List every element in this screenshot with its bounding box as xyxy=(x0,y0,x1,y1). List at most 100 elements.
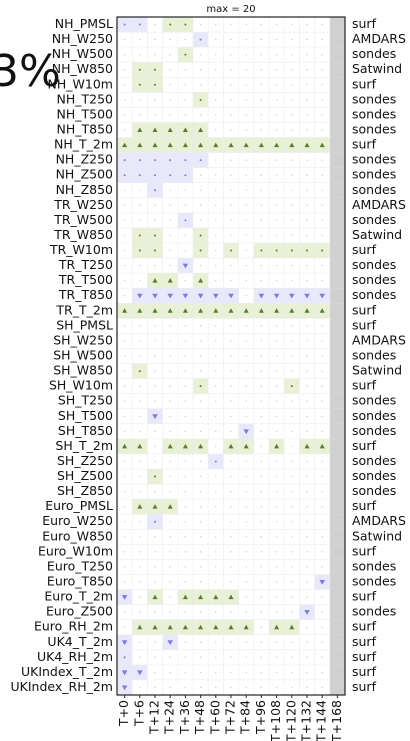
neutral-dot xyxy=(169,204,171,207)
neutral-dot xyxy=(123,84,126,86)
neutral-dot xyxy=(184,114,187,116)
small-dot xyxy=(123,656,126,659)
neutral-dot xyxy=(306,671,308,674)
up-triangle xyxy=(274,308,280,313)
neutral-dot xyxy=(169,415,171,417)
row-label: Euro_W850 xyxy=(42,528,113,543)
neutral-dot xyxy=(321,279,323,282)
neutral-dot xyxy=(321,23,323,26)
neutral-dot xyxy=(154,400,156,402)
neutral-dot xyxy=(215,219,217,222)
source-label: surf xyxy=(352,543,377,558)
neutral-dot xyxy=(154,355,156,357)
neutral-dot xyxy=(260,279,263,282)
source-label: sondes xyxy=(352,483,396,498)
neutral-dot xyxy=(306,84,308,86)
small-dot xyxy=(199,385,202,388)
neutral-dot xyxy=(199,204,202,207)
missing-cell xyxy=(329,604,345,620)
source-label: surf xyxy=(352,438,377,453)
up-triangle xyxy=(122,308,128,313)
neutral-dot xyxy=(123,415,126,417)
neutral-dot xyxy=(215,23,217,26)
neutral-dot xyxy=(199,460,202,463)
neutral-dot xyxy=(275,129,278,131)
neutral-dot xyxy=(169,340,171,342)
source-label: sondes xyxy=(352,152,396,167)
neutral-dot xyxy=(215,551,217,553)
neutral-dot xyxy=(139,264,141,267)
source-label: sondes xyxy=(352,122,396,137)
neutral-dot xyxy=(291,430,293,433)
neutral-dot xyxy=(230,686,232,689)
neutral-dot xyxy=(230,159,232,161)
source-label: sondes xyxy=(352,182,396,197)
small-dot xyxy=(123,159,126,162)
neutral-dot xyxy=(260,174,263,176)
neutral-dot xyxy=(154,671,156,674)
row-label: NH_W850 xyxy=(52,61,113,76)
neutral-dot xyxy=(139,204,141,207)
small-dot xyxy=(184,53,187,56)
neutral-dot xyxy=(245,234,247,237)
neutral-dot xyxy=(321,370,323,372)
neutral-dot xyxy=(245,536,247,538)
up-triangle xyxy=(258,308,264,313)
neutral-dot xyxy=(184,400,187,402)
neutral-dot xyxy=(321,69,323,71)
x-tick-label: T+0 xyxy=(116,700,131,727)
neutral-dot xyxy=(306,596,308,598)
neutral-dot xyxy=(123,551,126,553)
neutral-dot xyxy=(291,340,293,342)
missing-cell xyxy=(329,679,345,695)
down-triangle xyxy=(167,293,173,299)
neutral-dot xyxy=(306,536,308,538)
neutral-dot xyxy=(215,355,217,357)
neutral-dot xyxy=(306,656,308,659)
neutral-dot xyxy=(245,415,247,417)
up-triangle xyxy=(213,308,219,313)
neutral-dot xyxy=(184,551,187,553)
neutral-dot xyxy=(199,219,202,222)
neutral-dot xyxy=(184,475,187,478)
neutral-dot xyxy=(215,611,217,613)
neutral-dot xyxy=(139,641,141,643)
neutral-dot xyxy=(321,551,323,553)
neutral-dot xyxy=(245,370,247,372)
source-label: sondes xyxy=(352,423,396,438)
neutral-dot xyxy=(291,279,293,282)
neutral-dot xyxy=(215,475,217,478)
neutral-dot xyxy=(123,295,126,297)
neutral-dot xyxy=(154,551,156,553)
neutral-dot xyxy=(260,129,263,131)
missing-cell xyxy=(329,544,345,560)
neutral-dot xyxy=(245,611,247,613)
neutral-dot xyxy=(169,521,171,523)
neutral-dot xyxy=(275,475,278,478)
neutral-dot xyxy=(306,23,308,26)
up-triangle xyxy=(152,624,158,630)
small-dot xyxy=(169,174,172,177)
neutral-dot xyxy=(184,340,187,342)
neutral-dot xyxy=(291,641,293,643)
neutral-dot xyxy=(169,370,171,372)
neutral-dot xyxy=(215,430,217,433)
neutral-dot xyxy=(306,626,308,628)
neutral-dot xyxy=(321,536,323,538)
neutral-dot xyxy=(169,475,171,478)
neutral-dot xyxy=(230,415,232,417)
neutral-dot xyxy=(260,99,263,101)
neutral-dot xyxy=(199,264,202,267)
neutral-dot xyxy=(230,671,232,674)
neutral-dot xyxy=(184,385,187,387)
neutral-dot xyxy=(169,264,171,267)
neutral-dot xyxy=(154,490,156,493)
neutral-dot xyxy=(321,355,323,357)
neutral-dot xyxy=(154,264,156,267)
missing-cell xyxy=(329,378,345,394)
neutral-dot xyxy=(215,234,217,237)
neutral-dot xyxy=(184,536,187,538)
neutral-dot xyxy=(169,611,171,613)
neutral-dot xyxy=(245,596,247,598)
neutral-dot xyxy=(306,114,308,116)
